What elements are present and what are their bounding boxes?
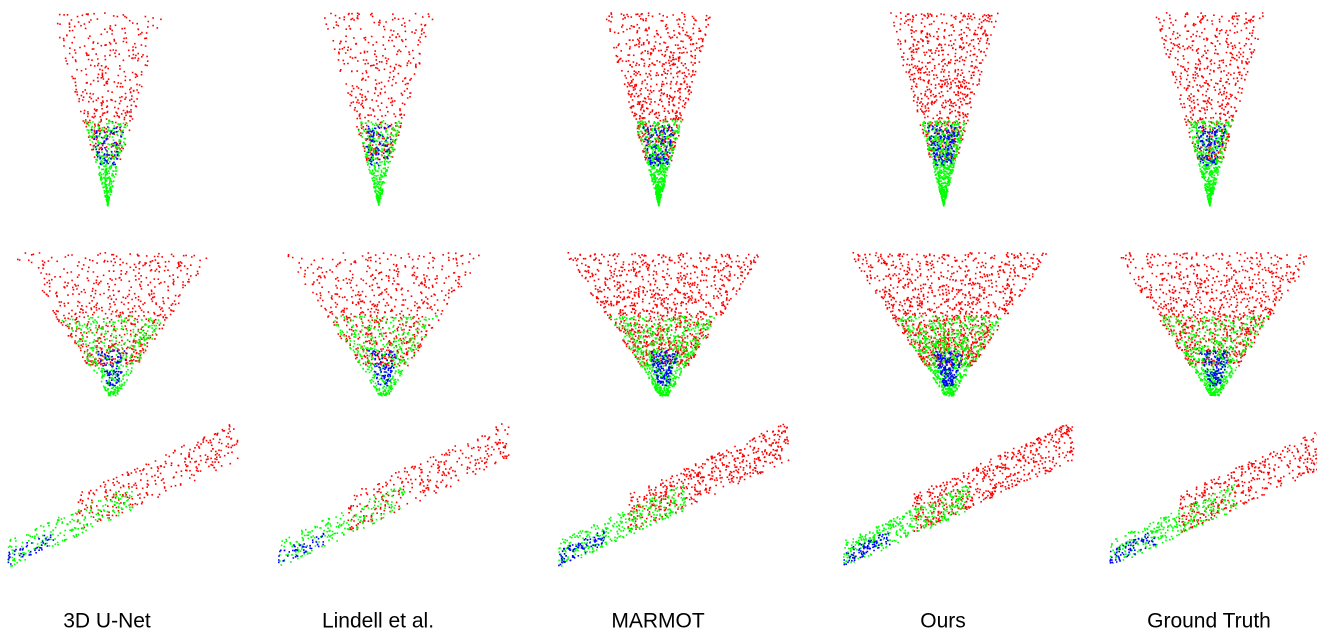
column-label: 3D U-Net: [63, 610, 151, 633]
point-cloud-red: [57, 12, 162, 161]
point-cloud-green: [897, 316, 1001, 397]
point-cloud-blue: [558, 531, 605, 567]
point-cloud-red: [912, 425, 1074, 532]
point-cloud-red: [76, 424, 238, 529]
point-cloud-red: [288, 252, 480, 366]
column-label: MARMOT: [611, 610, 704, 633]
column-label: Ground Truth: [1147, 610, 1271, 633]
point-cloud-green: [8, 488, 134, 567]
point-cloud-red: [1178, 424, 1317, 532]
point-cloud-green: [279, 487, 405, 565]
point-cloud-green: [85, 120, 129, 206]
point-cloud-blue: [278, 533, 324, 563]
point-cloud-green: [1187, 120, 1233, 207]
point-cloud-red: [627, 424, 789, 532]
column-label: Lindell et al.: [322, 610, 434, 633]
column-label: Ours: [920, 610, 966, 633]
point-cloud-green: [358, 120, 401, 206]
point-cloud-red: [568, 252, 759, 367]
page: 3D U-Net Lindell et al. MARMOT Ours Ground T…: [0, 0, 1317, 642]
point-cloud-green: [558, 485, 686, 567]
point-cloud-red: [17, 252, 207, 367]
figure: 3D U-Net Lindell et al. MARMOT Ours Ground T…: [0, 0, 1317, 642]
